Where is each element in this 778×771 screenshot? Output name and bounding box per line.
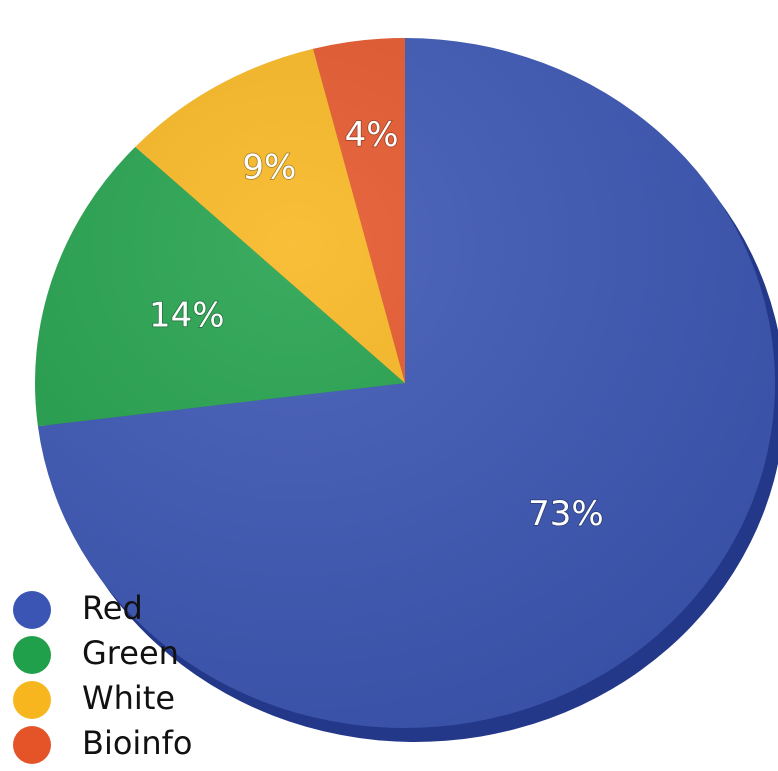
legend-swatch-green	[13, 636, 51, 674]
pie-shading	[35, 38, 775, 728]
pie-labels: 73% 14% 9% 4%	[148, 114, 604, 534]
legend-label-white: White	[82, 679, 175, 717]
legend-item-white: White	[13, 679, 175, 719]
legend: Red Green White Bioinfo	[13, 589, 192, 764]
legend-label-green: Green	[82, 634, 179, 672]
legend-swatch-bioinfo	[13, 726, 51, 764]
legend-item-bioinfo: Bioinfo	[13, 724, 192, 764]
legend-item-red: Red	[13, 589, 143, 629]
pie-face-shading	[35, 38, 775, 728]
legend-label-bioinfo: Bioinfo	[82, 724, 192, 762]
slice-label-bioinfo: 4%	[345, 115, 399, 155]
slice-label-white: 9%	[242, 148, 296, 188]
slice-label-green: 14%	[149, 295, 225, 335]
legend-swatch-white	[13, 681, 51, 719]
legend-label-red: Red	[82, 589, 143, 627]
slice-label-red: 73%	[528, 494, 604, 534]
legend-swatch-red	[13, 591, 51, 629]
legend-item-green: Green	[13, 634, 179, 674]
